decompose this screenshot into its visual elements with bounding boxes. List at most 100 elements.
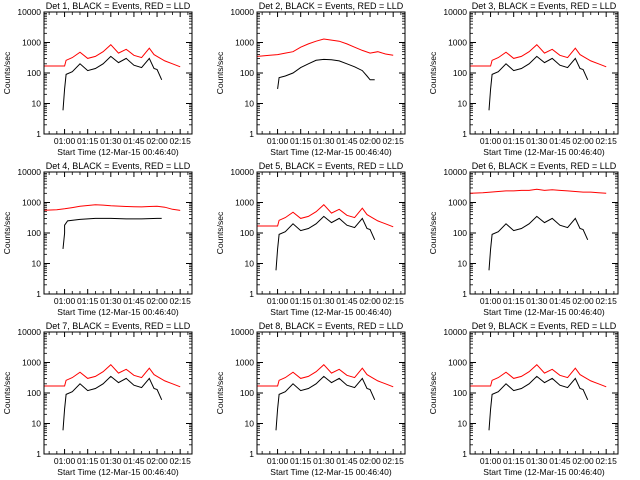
lld-series-line xyxy=(470,43,607,68)
chart-title: Det 3, BLACK = Events, RED = LLD xyxy=(472,1,617,11)
y-tick-label: 100 xyxy=(27,68,41,78)
lld-series-line xyxy=(470,188,607,194)
x-tick-label: 01:30 xyxy=(313,136,335,146)
y-axis-label: Counts/sec xyxy=(215,51,225,94)
x-axis-label: Start Time (12-Mar-15 00:46:40) xyxy=(483,467,605,477)
x-tick-label: 02:00 xyxy=(359,136,381,146)
x-axis-label: Start Time (12-Mar-15 00:46:40) xyxy=(57,147,179,157)
x-tick-label: 01:15 xyxy=(290,296,312,306)
lld-series-line xyxy=(257,363,394,388)
y-tick-label: 10000 xyxy=(17,7,41,17)
x-tick-label: 01:30 xyxy=(100,456,122,466)
y-tick-label: 10 xyxy=(32,419,42,429)
y-tick-label: 1 xyxy=(249,289,254,299)
x-tick-label: 02:00 xyxy=(572,456,594,466)
y-tick-label: 10000 xyxy=(230,167,254,177)
plot-frame xyxy=(469,11,619,135)
chart-panel-3: Det 3, BLACK = Events, RED = LLD 1 10 100 10… xyxy=(428,1,619,157)
chart-panel-6: Det 6, BLACK = Events, RED = LLD 1 10 100 10… xyxy=(428,161,619,317)
x-tick-label: 02:15 xyxy=(596,136,618,146)
plot-frame xyxy=(43,11,193,135)
x-tick-label: 02:15 xyxy=(170,296,192,306)
lld-series-line xyxy=(257,38,394,57)
x-tick-label: 01:15 xyxy=(290,456,312,466)
x-tick-label: 01:45 xyxy=(123,456,145,466)
x-tick-label: 01:00 xyxy=(267,136,289,146)
y-tick-label: 100 xyxy=(453,68,467,78)
lld-series-line xyxy=(44,43,181,68)
y-tick-label: 10000 xyxy=(230,7,254,17)
chart-title: Det 9, BLACK = Events, RED = LLD xyxy=(472,321,617,331)
x-tick-label: 02:15 xyxy=(383,136,405,146)
chart-panel-1: Det 1, BLACK = Events, RED = LLD 1 10 100 10… xyxy=(2,1,193,157)
y-tick-label: 10000 xyxy=(443,7,467,17)
lld-series-line xyxy=(257,203,394,228)
x-tick-label: 02:00 xyxy=(359,296,381,306)
y-tick-label: 100 xyxy=(453,388,467,398)
y-axis-label: Counts/sec xyxy=(428,371,438,414)
plot-frame xyxy=(256,171,406,295)
y-tick-label: 1000 xyxy=(235,198,254,208)
chart-panel-7: Det 7, BLACK = Events, RED = LLD 1 10 100 10… xyxy=(2,321,193,477)
x-tick-label: 02:15 xyxy=(596,456,618,466)
chart-title: Det 7, BLACK = Events, RED = LLD xyxy=(46,321,191,331)
y-tick-label: 1 xyxy=(462,449,467,459)
events-series-line xyxy=(488,215,589,271)
x-tick-label: 02:00 xyxy=(359,456,381,466)
plot-frame xyxy=(256,331,406,455)
y-tick-label: 1 xyxy=(462,129,467,139)
y-tick-label: 10000 xyxy=(17,167,41,177)
y-tick-label: 10000 xyxy=(230,327,254,337)
y-tick-label: 10000 xyxy=(443,167,467,177)
x-tick-label: 01:45 xyxy=(336,296,358,306)
y-tick-label: 10 xyxy=(458,419,468,429)
y-tick-label: 100 xyxy=(27,388,41,398)
x-tick-label: 01:30 xyxy=(313,296,335,306)
x-tick-label: 02:15 xyxy=(170,456,192,466)
x-tick-label: 02:00 xyxy=(146,456,168,466)
y-tick-label: 1000 xyxy=(235,38,254,48)
x-tick-label: 02:15 xyxy=(383,296,405,306)
y-tick-label: 100 xyxy=(240,228,254,238)
x-tick-label: 01:15 xyxy=(503,296,525,306)
x-tick-label: 01:15 xyxy=(77,136,99,146)
chart-title: Det 8, BLACK = Events, RED = LLD xyxy=(259,321,404,331)
x-axis-label: Start Time (12-Mar-15 00:46:40) xyxy=(270,467,392,477)
y-tick-label: 100 xyxy=(240,388,254,398)
y-axis-label: Counts/sec xyxy=(2,371,12,414)
lld-series-line xyxy=(44,363,181,388)
x-tick-label: 01:00 xyxy=(54,136,76,146)
y-tick-label: 1000 xyxy=(448,38,467,48)
x-tick-label: 02:15 xyxy=(596,296,618,306)
x-tick-label: 01:00 xyxy=(480,456,502,466)
y-tick-label: 1000 xyxy=(235,358,254,368)
events-series-line xyxy=(488,55,589,111)
x-tick-label: 02:00 xyxy=(572,136,594,146)
x-tick-label: 02:15 xyxy=(170,136,192,146)
lld-series-line xyxy=(470,363,607,388)
y-tick-label: 10 xyxy=(245,259,255,269)
x-tick-label: 01:15 xyxy=(503,456,525,466)
x-tick-label: 01:45 xyxy=(123,296,145,306)
y-axis-label: Counts/sec xyxy=(215,211,225,254)
chart-panel-8: Det 8, BLACK = Events, RED = LLD 1 10 100 10… xyxy=(215,321,406,477)
y-tick-label: 1 xyxy=(462,289,467,299)
x-tick-label: 01:00 xyxy=(480,296,502,306)
x-axis-label: Start Time (12-Mar-15 00:46:40) xyxy=(483,147,605,157)
x-tick-label: 01:30 xyxy=(526,296,548,306)
y-tick-label: 10 xyxy=(245,419,255,429)
x-tick-label: 02:00 xyxy=(146,136,168,146)
y-axis-label: Counts/sec xyxy=(428,51,438,94)
chart-title: Det 2, BLACK = Events, RED = LLD xyxy=(259,1,404,11)
y-tick-label: 100 xyxy=(240,68,254,78)
x-tick-label: 02:00 xyxy=(146,296,168,306)
chart-title: Det 6, BLACK = Events, RED = LLD xyxy=(472,161,617,171)
plot-frame xyxy=(469,331,619,455)
x-tick-label: 01:00 xyxy=(54,296,76,306)
chart-title: Det 1, BLACK = Events, RED = LLD xyxy=(46,1,191,11)
x-tick-label: 01:00 xyxy=(267,296,289,306)
x-axis-label: Start Time (12-Mar-15 00:46:40) xyxy=(57,307,179,317)
y-tick-label: 10000 xyxy=(17,327,41,337)
y-tick-label: 10 xyxy=(458,259,468,269)
